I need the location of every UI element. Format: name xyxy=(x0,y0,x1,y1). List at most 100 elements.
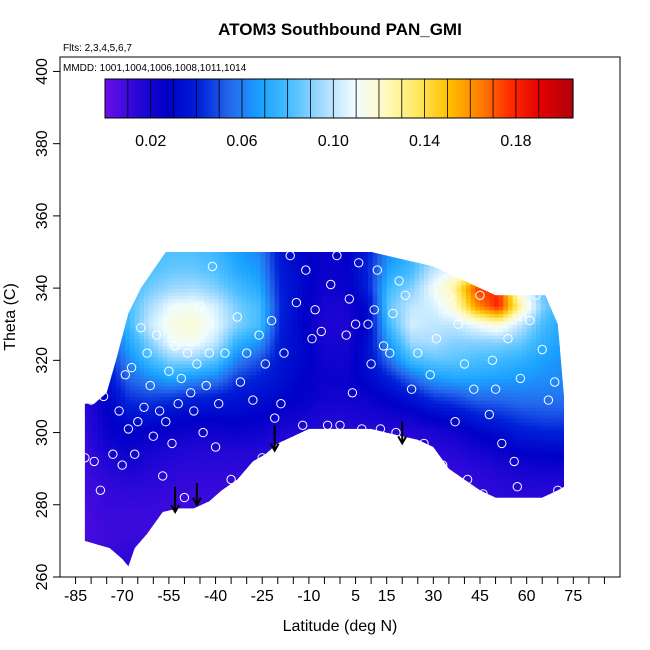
heatmap-cell xyxy=(111,512,117,517)
heatmap-cell xyxy=(144,465,150,470)
heatmap-cell xyxy=(251,262,257,268)
heatmap-cell xyxy=(256,436,262,441)
heatmap-cell xyxy=(302,363,308,369)
heatmap-cell xyxy=(256,313,262,318)
heatmap-cell xyxy=(209,537,215,542)
heatmap-cell xyxy=(260,356,266,361)
heatmap-cell xyxy=(284,259,290,264)
heatmap-cell xyxy=(106,255,112,260)
heatmap-cell xyxy=(172,345,178,351)
heatmap-cell xyxy=(130,396,136,401)
heatmap-cell xyxy=(116,443,122,448)
heatmap-cell xyxy=(176,555,182,560)
heatmap-cell xyxy=(284,508,290,513)
heatmap-cell xyxy=(242,338,248,343)
heatmap-cell xyxy=(298,418,304,423)
heatmap-cell xyxy=(251,363,257,369)
heatmap-cell xyxy=(148,255,154,260)
heatmap-cell xyxy=(148,544,154,549)
heatmap-cell xyxy=(246,252,252,253)
heatmap-cell xyxy=(270,566,276,567)
heatmap-cell xyxy=(279,407,285,412)
heatmap-cell xyxy=(144,356,150,361)
heatmap-cell xyxy=(209,493,215,499)
heatmap-cell xyxy=(251,425,257,430)
heatmap-cell xyxy=(97,280,103,286)
heatmap-cell xyxy=(307,385,313,390)
heatmap-cell xyxy=(116,270,122,275)
heatmap-cell xyxy=(186,468,192,473)
heatmap-cell xyxy=(302,385,308,390)
heatmap-cell xyxy=(176,309,182,314)
heatmap-cell xyxy=(120,342,126,347)
heatmap-cell xyxy=(111,418,117,423)
heatmap-cell xyxy=(134,313,140,318)
heatmap-cell xyxy=(223,436,229,441)
heatmap-cell xyxy=(218,443,224,448)
heatmap-cell xyxy=(293,468,299,473)
heatmap-cell xyxy=(167,385,173,390)
heatmap-cell xyxy=(195,331,201,336)
heatmap-cell xyxy=(88,345,94,351)
heatmap-cell xyxy=(218,414,224,419)
heatmap-cell xyxy=(293,548,299,553)
heatmap-cell xyxy=(279,468,285,473)
heatmap-cell xyxy=(279,291,285,296)
heatmap-cell xyxy=(144,288,150,293)
heatmap-cell xyxy=(204,457,210,463)
heatmap-cell xyxy=(153,327,159,333)
heatmap-cell xyxy=(274,363,280,369)
heatmap-cell xyxy=(232,555,238,560)
heatmap-cell xyxy=(186,486,192,491)
heatmap-cell xyxy=(181,371,187,376)
heatmap-cell xyxy=(144,540,150,546)
heatmap-cell xyxy=(218,454,224,459)
heatmap-cell xyxy=(181,345,187,351)
heatmap-cell xyxy=(321,457,327,463)
heatmap-cell xyxy=(335,327,341,333)
heatmap-cell xyxy=(162,378,168,383)
heatmap-cell xyxy=(326,558,332,564)
heatmap-cell xyxy=(102,403,108,408)
heatmap-cell xyxy=(335,295,341,300)
heatmap-cell xyxy=(237,255,243,260)
heatmap-cell xyxy=(200,288,206,293)
heatmap-cell xyxy=(288,443,294,448)
heatmap-cell xyxy=(274,479,280,484)
heatmap-cell xyxy=(218,483,224,488)
heatmap-cell xyxy=(335,562,341,567)
heatmap-cell xyxy=(172,252,178,253)
heatmap-cell xyxy=(97,295,103,300)
heatmap-cell xyxy=(256,396,262,401)
heatmap-cell xyxy=(116,284,122,289)
heatmap-cell xyxy=(167,486,173,491)
heatmap-cell xyxy=(116,356,122,361)
heatmap-cell xyxy=(312,392,318,398)
heatmap-cell xyxy=(195,533,201,538)
heatmap-cell xyxy=(312,443,318,448)
heatmap-cell xyxy=(284,342,290,347)
heatmap-cell xyxy=(186,392,192,398)
heatmap-cell xyxy=(116,501,122,506)
heatmap-cell xyxy=(330,425,336,430)
heatmap-cell xyxy=(260,252,266,257)
heatmap-cell xyxy=(153,324,159,329)
heatmap-cell xyxy=(162,349,168,354)
heatmap-cell xyxy=(172,432,178,437)
heatmap-cell xyxy=(130,418,136,423)
heatmap-cell xyxy=(307,551,313,556)
heatmap-cell xyxy=(232,385,238,390)
heatmap-cell xyxy=(209,277,215,282)
heatmap-cell xyxy=(298,356,304,361)
heatmap-cell xyxy=(167,479,173,484)
heatmap-cell xyxy=(125,497,131,502)
heatmap-cell xyxy=(260,479,266,484)
heatmap-cell xyxy=(162,497,168,502)
heatmap-cell xyxy=(144,252,150,257)
heatmap-cell xyxy=(186,331,192,336)
heatmap-cell xyxy=(270,389,276,394)
heatmap-cell xyxy=(116,562,122,567)
heatmap-cell xyxy=(92,288,98,293)
heatmap-cell xyxy=(195,414,201,419)
heatmap-cell xyxy=(84,533,89,538)
